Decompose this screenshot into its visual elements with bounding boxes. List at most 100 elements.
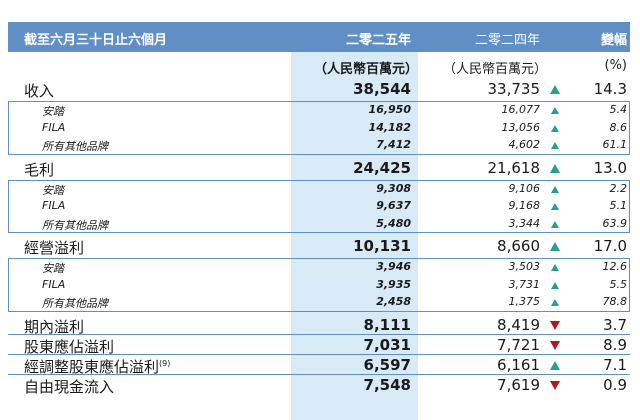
- change-percent: 14.3: [593, 80, 627, 98]
- increase-triangle-icon: [551, 124, 559, 132]
- change-percent: 0.9: [603, 375, 627, 394]
- value-2024: 3,344: [508, 216, 541, 230]
- value-2024: 4,602: [508, 138, 541, 151]
- increase-triangle-icon: [551, 203, 559, 210]
- increase-triangle-icon: [551, 264, 559, 271]
- label-text: 所有其他品牌: [42, 297, 108, 310]
- label-text: FILA: [42, 199, 66, 212]
- value-2025: 2,458: [376, 295, 411, 308]
- group-border: [629, 258, 630, 311]
- value-2024: 3,503: [508, 260, 541, 273]
- value-2025: 7,548: [363, 375, 411, 394]
- year-2025-header: 二零二五年: [345, 33, 411, 48]
- label-text: FILA: [42, 120, 66, 134]
- current-year-highlight-column: [291, 52, 418, 420]
- period-header: 截至六月三十日止六個月: [24, 33, 168, 48]
- value-2024: 8,419: [497, 315, 540, 334]
- increase-triangle-icon: [551, 281, 559, 289]
- value-2024: 7,619: [497, 375, 540, 394]
- table-header-bar: [8, 22, 630, 52]
- unit-2025-label: （人民幣百萬元）: [313, 62, 418, 77]
- label-text: 經調整股東應佔溢利: [24, 357, 160, 376]
- metric-label: 經調整股東應佔溢利(9): [24, 356, 170, 377]
- year-2024-header: 二零二四年: [474, 33, 540, 48]
- value-2024: 8,660: [497, 237, 540, 255]
- change-percent: 5.4: [609, 103, 628, 116]
- value-2024: 1,375: [508, 295, 541, 308]
- unit-percent-label: (%): [604, 58, 628, 73]
- brand-label: 所有其他品牌: [42, 217, 108, 233]
- brand-label: FILA: [42, 121, 65, 134]
- value-2024: 21,618: [487, 158, 541, 177]
- label-text: 所有其他品牌: [42, 218, 108, 232]
- brand-label: FILA: [42, 278, 65, 291]
- increase-triangle-icon: [550, 242, 560, 251]
- brand-label: 所有其他品牌: [42, 295, 108, 311]
- change-percent: 78.8: [602, 295, 628, 308]
- label-text: 安踏: [42, 183, 64, 197]
- increase-triangle-icon: [550, 360, 560, 370]
- label-text: 毛利: [24, 160, 55, 179]
- increase-triangle-icon: [551, 185, 559, 193]
- change-percent: 3.7: [603, 315, 627, 334]
- value-2025: 3,935: [376, 277, 411, 291]
- group-border: [629, 101, 630, 154]
- group-border: [8, 310, 630, 312]
- label-text: FILA: [42, 277, 66, 291]
- value-2025: 24,425: [353, 158, 411, 177]
- value-2025: 3,946: [376, 260, 411, 273]
- increase-triangle-icon: [551, 142, 559, 149]
- row-divider: [8, 333, 630, 335]
- group-border: [8, 101, 630, 102]
- metric-label: 毛利: [24, 159, 54, 180]
- label-text: 安踏: [42, 105, 64, 118]
- change-percent: 61.1: [602, 138, 628, 151]
- unit-2024-label: （人民幣百萬元）: [442, 62, 547, 77]
- change-percent: 8.9: [603, 335, 627, 354]
- row-divider: [8, 353, 630, 355]
- increase-triangle-icon: [551, 220, 559, 228]
- value-2025: 16,950: [368, 103, 411, 116]
- group-border: [8, 179, 9, 232]
- group-border: [8, 101, 9, 154]
- change-percent: 2.2: [609, 181, 628, 195]
- change-percent: 5.5: [609, 277, 628, 291]
- group-border: [8, 258, 630, 259]
- change-percent: 17.0: [593, 237, 627, 255]
- value-2024: 33,735: [487, 80, 541, 98]
- decrease-triangle-icon: [550, 320, 560, 330]
- brand-label: 安踏: [42, 182, 64, 198]
- change-header: 變幅: [600, 33, 627, 48]
- label-text: 收入: [24, 82, 55, 100]
- value-2025: 38,544: [353, 80, 411, 98]
- metric-label: 股東應佔溢利: [24, 336, 114, 357]
- value-2025: 7,031: [363, 335, 411, 354]
- metric-label: 期內溢利: [24, 316, 84, 337]
- metric-label: 經營溢利: [24, 237, 84, 258]
- metric-label: 自由現金流入: [24, 376, 114, 397]
- change-percent: 12.6: [602, 260, 628, 273]
- label-text: 自由現金流入: [24, 377, 115, 396]
- value-2024: 7,721: [497, 335, 540, 354]
- change-percent: 5.1: [609, 199, 628, 212]
- value-2024: 9,106: [508, 181, 541, 195]
- group-border: [8, 179, 630, 181]
- change-percent: 13.0: [593, 158, 627, 177]
- value-2024: 3,731: [508, 277, 541, 291]
- decrease-triangle-icon: [550, 340, 560, 350]
- decrease-triangle-icon: [550, 380, 560, 390]
- value-2025: 7,412: [376, 138, 411, 151]
- value-2024: 9,168: [508, 199, 541, 212]
- value-2025: 10,131: [353, 237, 411, 255]
- group-border: [8, 232, 630, 233]
- value-2025: 5,480: [376, 216, 411, 230]
- brand-label: 安踏: [42, 260, 64, 276]
- row-divider: [8, 373, 630, 375]
- label-text: 經營溢利: [24, 239, 85, 257]
- label-text: 安踏: [42, 262, 64, 275]
- label-text: 所有其他品牌: [42, 140, 108, 153]
- group-border: [629, 179, 630, 232]
- value-2024: 16,077: [501, 103, 541, 116]
- change-percent: 63.9: [602, 216, 628, 230]
